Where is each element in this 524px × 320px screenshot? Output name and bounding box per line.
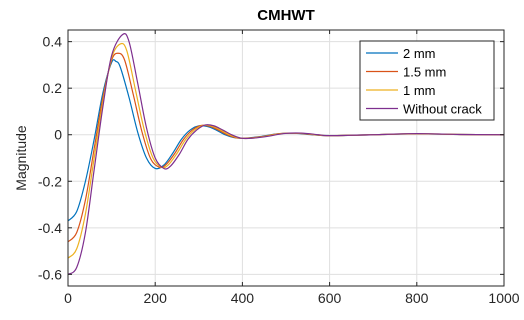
legend-label: Without crack — [403, 102, 482, 117]
x-tick-label: 200 — [144, 290, 168, 306]
axes-box — [67, 29, 505, 287]
x-tick-label: 400 — [231, 290, 255, 306]
y-tick-label: -0.4 — [38, 220, 62, 236]
y-axis-label: Magnitude — [13, 125, 29, 191]
chart-title: CMHWT — [257, 7, 314, 24]
legend-label: 1 mm — [403, 83, 436, 98]
x-axis: 0 200 400 600 800 1000 — [64, 30, 520, 306]
y-tick-label: 0.2 — [43, 80, 63, 96]
x-tick-label: 1000 — [488, 290, 519, 306]
y-axis: -0.6 -0.4 -0.2 0 0.2 0.4 — [38, 34, 504, 282]
x-tick-label: 800 — [405, 290, 429, 306]
legend-box — [359, 40, 495, 121]
x-tick-label: 600 — [318, 290, 342, 306]
series-line-without-crack — [67, 33, 505, 275]
series-group — [67, 33, 505, 275]
legend: 2 mm 1.5 mm 1 mm Without crack — [359, 40, 495, 121]
y-tick-label: -0.6 — [38, 266, 62, 282]
y-tick-label: 0 — [54, 127, 62, 143]
legend-label: 2 mm — [403, 46, 436, 61]
x-tick-label: 0 — [64, 290, 72, 306]
y-tick-label: -0.2 — [38, 173, 62, 189]
y-tick-label: 0.4 — [43, 34, 63, 50]
legend-label: 1.5 mm — [403, 65, 446, 80]
